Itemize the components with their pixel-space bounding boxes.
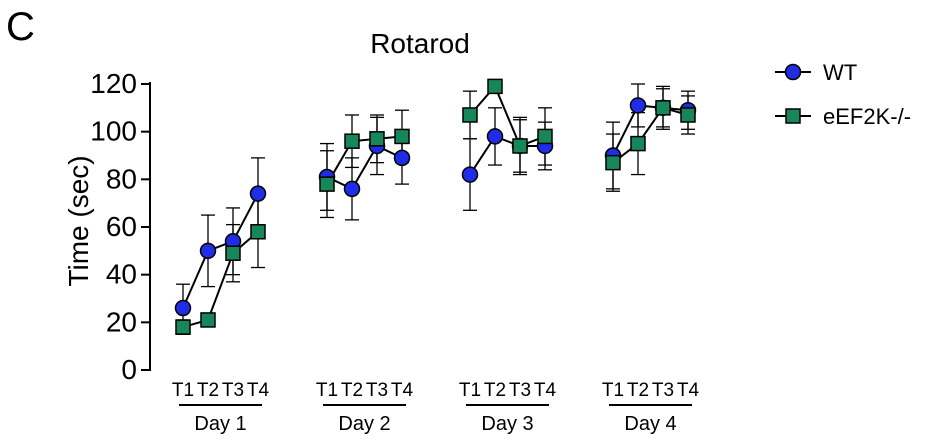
- data-point: [655, 100, 671, 116]
- x-tick-label: T3: [222, 380, 244, 401]
- x-tick-label: T4: [247, 380, 270, 401]
- day-group-label: Day 3: [481, 413, 533, 435]
- series-line: [326, 135, 403, 185]
- legend: WT eEF2K-/-: [775, 60, 911, 129]
- data-point: [462, 107, 478, 123]
- data-point: [369, 131, 385, 147]
- data-point: [629, 97, 647, 114]
- data-point: [344, 133, 360, 149]
- data-point: [486, 128, 504, 145]
- y-tick-label: 60: [106, 211, 137, 242]
- data-point: [461, 166, 479, 183]
- x-tick-label: T3: [652, 380, 674, 401]
- data-point: [393, 149, 411, 167]
- series-line: [612, 106, 689, 164]
- data-point: [250, 224, 266, 240]
- y-axis-label: Time (sec): [63, 155, 94, 286]
- data-markers: [174, 78, 697, 335]
- panel-label: C: [6, 5, 35, 49]
- x-tick-label: T4: [391, 380, 414, 401]
- error-bars: [176, 80, 695, 335]
- y-tick-label: 80: [106, 163, 137, 194]
- data-point: [680, 107, 696, 123]
- day-group-label: Day 2: [338, 413, 390, 435]
- x-tick-label: T4: [534, 380, 557, 401]
- data-point: [487, 78, 503, 95]
- data-point: [537, 128, 553, 145]
- x-tick-label: T3: [509, 380, 531, 401]
- series-line: [182, 193, 259, 309]
- data-point: [605, 154, 621, 171]
- series-line: [469, 84, 546, 148]
- legend-label: eEF2K-/-: [823, 104, 911, 129]
- data-point: [343, 180, 361, 198]
- data-point: [225, 245, 241, 261]
- x-tick-label: T4: [677, 380, 700, 401]
- legend-label: WT: [823, 60, 857, 85]
- x-tick-label: T2: [627, 380, 649, 401]
- series-line: [612, 104, 689, 156]
- y-tick-label: 40: [106, 259, 137, 290]
- series-line: [326, 144, 403, 191]
- data-point: [249, 185, 267, 202]
- data-point: [200, 312, 216, 328]
- axes: 0 20 40 60 80 100 120: [90, 68, 151, 385]
- legend-marker: [784, 63, 802, 81]
- x-tick-label: T3: [366, 380, 388, 401]
- x-tick-label: T1: [459, 380, 481, 401]
- data-point: [394, 128, 410, 145]
- x-tick-label: T1: [602, 380, 624, 401]
- x-tick-label: T2: [197, 380, 219, 401]
- x-tick-label: T1: [172, 380, 194, 401]
- legend-marker: [785, 108, 801, 124]
- y-tick-label: 120: [90, 68, 137, 99]
- series-line: [469, 135, 545, 176]
- y-tick-label: 20: [106, 306, 137, 337]
- data-point: [199, 242, 217, 260]
- day-group-label: Day 1: [194, 413, 246, 435]
- data-point: [630, 135, 646, 152]
- x-tick-label: T2: [484, 380, 506, 401]
- data-point: [175, 319, 191, 335]
- series-line: [182, 231, 259, 329]
- x-tick-label: T2: [341, 380, 363, 401]
- series-lines: [182, 84, 689, 329]
- y-tick-label: 0: [121, 354, 137, 385]
- y-tick-label: 100: [90, 116, 137, 147]
- data-point: [174, 299, 192, 317]
- chart-title: Rotarod: [370, 28, 470, 59]
- x-tick-label: T1: [316, 380, 338, 401]
- data-point: [512, 138, 528, 154]
- day-group-label: Day 4: [624, 413, 676, 435]
- data-point: [319, 176, 335, 192]
